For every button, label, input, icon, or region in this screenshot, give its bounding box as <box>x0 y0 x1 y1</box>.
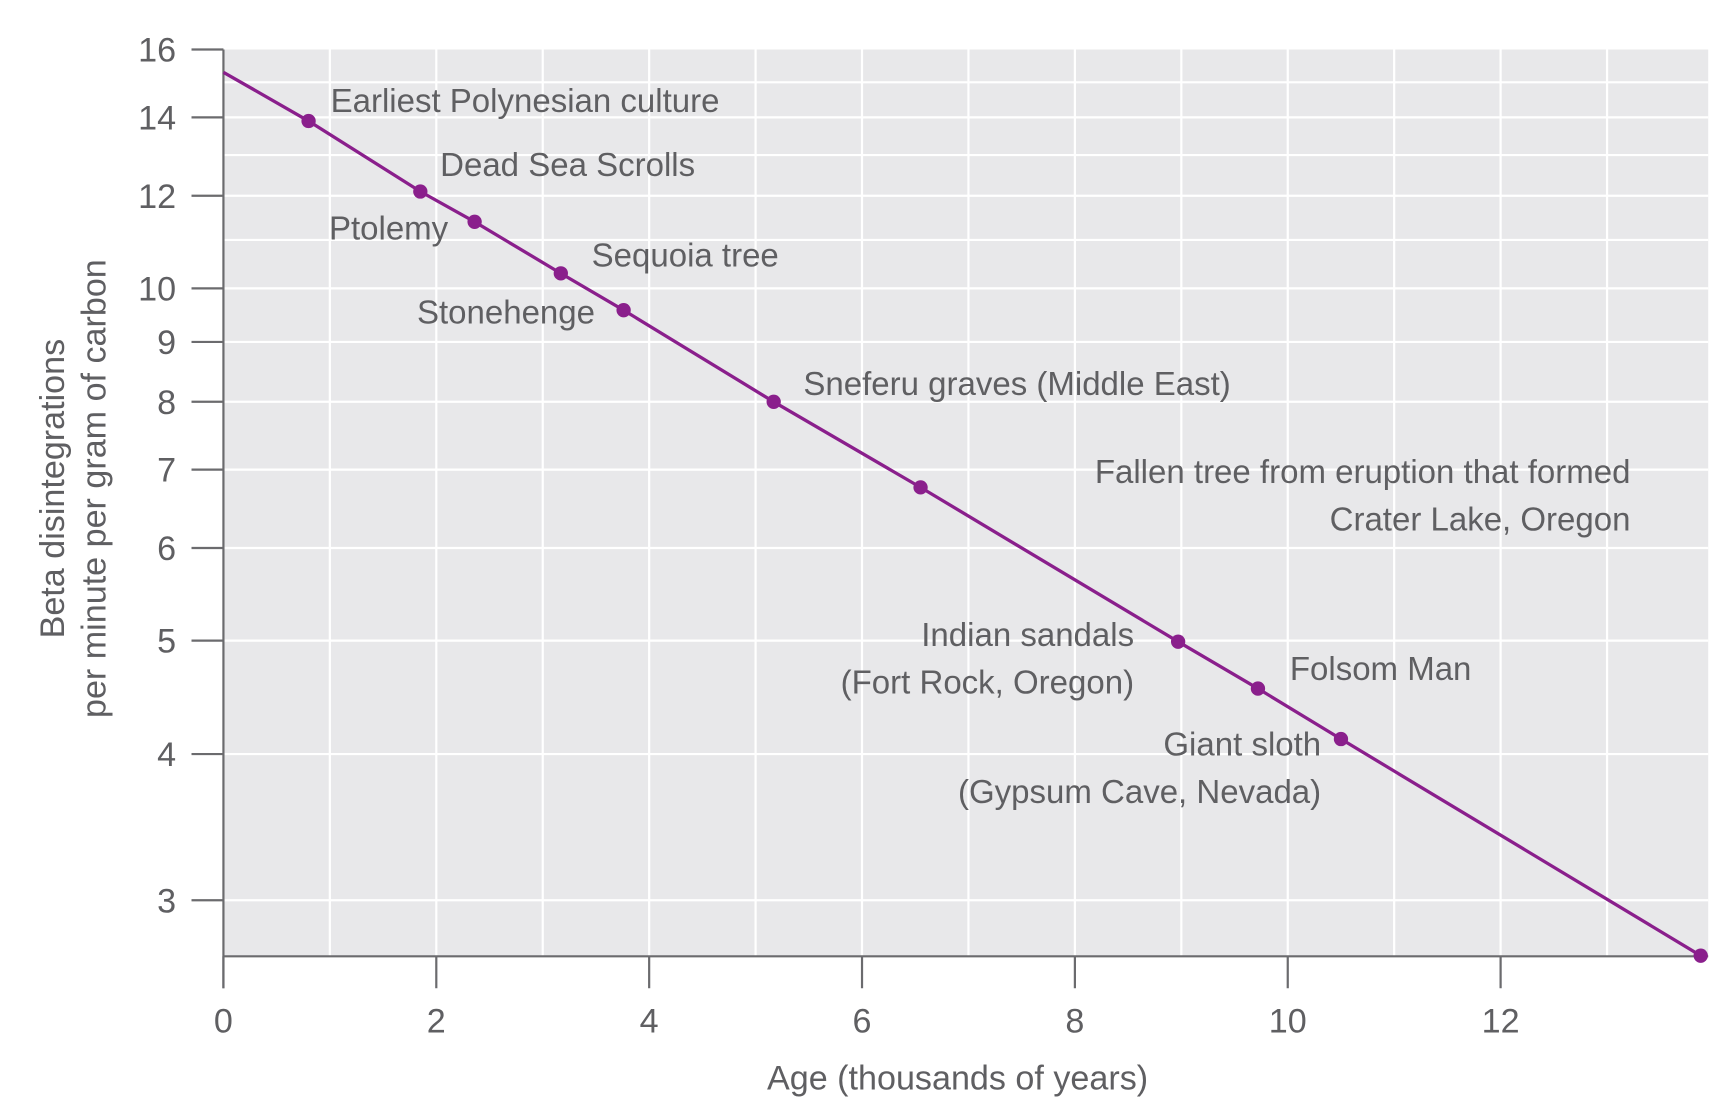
x-tick-label: 2 <box>427 1002 446 1040</box>
data-label: Sneferu graves (Middle East) <box>803 365 1230 402</box>
y-tick-label: 16 <box>138 32 176 70</box>
x-tick-label: 8 <box>1065 1002 1084 1040</box>
y-ticks: 3 4 5 6 7 8 9 10 12 14 16 <box>138 32 224 920</box>
data-label: Crater Lake, Oregon <box>1330 500 1631 537</box>
y-tick-label: 8 <box>157 384 176 422</box>
data-point <box>1170 634 1186 649</box>
data-label: Indian sandals <box>921 616 1134 653</box>
y-tick-label: 10 <box>138 270 176 308</box>
data-point <box>913 480 928 495</box>
x-tick-label: 10 <box>1269 1002 1307 1040</box>
y-tick-label: 7 <box>157 452 176 490</box>
decay-line <box>222 70 1702 958</box>
y-tick-label: 12 <box>138 178 176 216</box>
data-label: Folsom Man <box>1290 650 1472 687</box>
x-tick-label: 6 <box>853 1002 872 1040</box>
data-point <box>1333 731 1349 747</box>
data-point <box>616 303 631 318</box>
y-tick-label: 14 <box>138 99 176 137</box>
x-axis-title: Age (thousands of years) <box>767 1059 1148 1097</box>
data-label: Earliest Polynesian culture <box>331 82 720 119</box>
y-tick-label: 6 <box>157 530 176 568</box>
data-points <box>301 113 1708 963</box>
data-point <box>1693 948 1708 963</box>
data-label: Giant sloth <box>1163 726 1321 763</box>
x-tick-label: 4 <box>640 1002 659 1040</box>
grid <box>223 49 1709 957</box>
data-label: (Fort Rock, Oregon) <box>841 663 1134 700</box>
y-tick-label: 9 <box>157 324 176 362</box>
data-point <box>467 214 482 229</box>
data-label: Stonehenge <box>417 293 595 330</box>
point-labels: Earliest Polynesian culture Dead Sea Scro… <box>329 82 1631 810</box>
x-tick-label: 12 <box>1482 1002 1520 1040</box>
data-label: (Gypsum Cave, Nevada) <box>958 773 1321 810</box>
data-point <box>766 394 781 409</box>
data-point <box>553 266 568 281</box>
data-point <box>413 184 428 199</box>
data-point <box>1250 681 1266 696</box>
data-label: Dead Sea Scrolls <box>440 146 695 183</box>
data-label: Fallen tree from eruption that formed <box>1095 453 1631 490</box>
axes <box>222 49 1709 989</box>
data-point <box>301 113 316 129</box>
y-tick-label: 4 <box>157 736 176 774</box>
x-ticks: 0 2 4 6 8 10 12 <box>214 956 1520 1040</box>
data-label: Ptolemy <box>329 209 449 246</box>
y-axis-title-line1: Beta disintegrations <box>34 339 72 639</box>
data-label: Sequoia tree <box>592 237 779 274</box>
plot-background <box>223 49 1709 957</box>
y-tick-label: 3 <box>157 882 176 920</box>
y-axis-title-line2: per minute per gram of carbon <box>76 259 114 718</box>
y-tick-label: 5 <box>157 623 176 661</box>
x-tick-label: 0 <box>214 1002 233 1040</box>
